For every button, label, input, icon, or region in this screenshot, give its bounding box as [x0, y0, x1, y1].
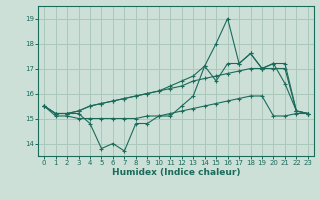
X-axis label: Humidex (Indice chaleur): Humidex (Indice chaleur): [112, 168, 240, 177]
